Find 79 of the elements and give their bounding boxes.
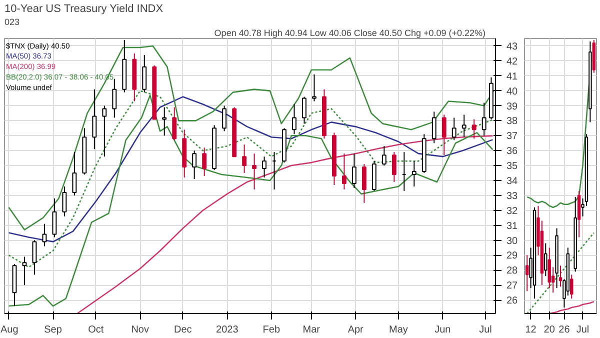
candlestick bbox=[544, 242, 548, 277]
candlestick bbox=[312, 74, 316, 102]
candlestick bbox=[472, 118, 476, 140]
y-tick-label: 37 bbox=[506, 131, 518, 142]
candlestick bbox=[342, 153, 346, 190]
x-tick-label: Apr bbox=[348, 324, 364, 336]
candlestick bbox=[525, 254, 529, 292]
candlestick bbox=[162, 106, 167, 136]
x-tick-label: Sep bbox=[44, 324, 62, 336]
candlestick bbox=[262, 156, 266, 178]
candlestick bbox=[302, 96, 306, 124]
candlestick bbox=[62, 186, 67, 217]
line-series bbox=[8, 94, 494, 307]
candlestick bbox=[72, 152, 77, 196]
candlestick bbox=[22, 256, 27, 286]
x-tick-label: Jun bbox=[434, 324, 451, 336]
y-tick-label: 35 bbox=[506, 161, 518, 172]
candlestick bbox=[292, 104, 296, 135]
candlestick bbox=[142, 54, 147, 93]
x-tick-label: 12 bbox=[525, 324, 537, 336]
y-tick-label: 36 bbox=[506, 146, 518, 158]
y-tick-label: 26 bbox=[506, 296, 518, 307]
y-tick-label: 27 bbox=[506, 280, 518, 292]
candlestick bbox=[222, 105, 227, 132]
y-tick-label: 42 bbox=[506, 56, 518, 68]
candlestick bbox=[92, 88, 97, 150]
text: 023 bbox=[4, 17, 20, 27]
candlestick bbox=[252, 153, 256, 190]
x-tick-label: Jul bbox=[479, 324, 492, 336]
candlestick bbox=[432, 111, 436, 144]
annotation: Open 40.78 High 40.94 Low 40.06 Close 40.50 Chg +0.09 (+0.22%) bbox=[214, 28, 486, 38]
candlestick bbox=[482, 102, 486, 136]
candlestick bbox=[112, 78, 117, 118]
x-tick-label: 2023 bbox=[216, 324, 239, 336]
x-tick-label: Aug bbox=[0, 324, 18, 336]
candlestick bbox=[242, 144, 247, 174]
candlestick bbox=[192, 150, 197, 180]
candlestick bbox=[412, 160, 416, 187]
candlestick bbox=[32, 240, 37, 276]
candlestick bbox=[172, 106, 177, 141]
candlestick bbox=[52, 198, 57, 238]
candlestick bbox=[42, 223, 47, 247]
x-tick-label: Jul bbox=[576, 324, 590, 336]
x-tick-label: Feb bbox=[262, 324, 280, 336]
candlestick bbox=[102, 105, 107, 158]
line-series bbox=[8, 96, 494, 242]
candlestick bbox=[202, 147, 207, 176]
y-tick-label: 28 bbox=[506, 266, 518, 277]
y-tick-label: 38 bbox=[506, 116, 518, 128]
y-tick-label: 29 bbox=[506, 250, 518, 262]
candlestick bbox=[462, 114, 466, 138]
line-series bbox=[8, 45, 495, 230]
x-tick-label: Mar bbox=[302, 324, 321, 336]
y-tick-label: 30 bbox=[506, 236, 518, 247]
y-tick-label: 33 bbox=[506, 190, 518, 202]
x-tick-label: May bbox=[388, 324, 408, 336]
chart-title: 10-Year US Treasury Yield INDX bbox=[4, 3, 164, 15]
candlestick bbox=[452, 117, 456, 141]
candlestick bbox=[392, 152, 396, 182]
candlestick bbox=[558, 265, 562, 288]
y-tick-label: 43 bbox=[506, 41, 518, 52]
y-tick-label: 41 bbox=[506, 71, 518, 82]
candlestick bbox=[362, 164, 366, 204]
y-tick-label: 39 bbox=[506, 101, 518, 112]
x-tick-label: 26 bbox=[558, 324, 570, 336]
x-tick-label: 20 bbox=[544, 324, 556, 336]
y-tick-label: 40 bbox=[506, 86, 518, 98]
candlestick bbox=[570, 274, 574, 300]
candlestick bbox=[352, 153, 356, 188]
y-tick-label: 34 bbox=[506, 176, 518, 187]
x-tick-label: Oct bbox=[88, 324, 104, 336]
y-tick-label: 31 bbox=[506, 220, 518, 232]
candlestick bbox=[548, 247, 551, 289]
x-tick-label: Dec bbox=[174, 324, 192, 336]
x-tick-label: Nov bbox=[131, 324, 149, 336]
y-tick-label: 32 bbox=[506, 206, 518, 217]
candlestick bbox=[442, 114, 446, 156]
candlestick bbox=[577, 190, 581, 238]
candlestick bbox=[382, 146, 386, 166]
